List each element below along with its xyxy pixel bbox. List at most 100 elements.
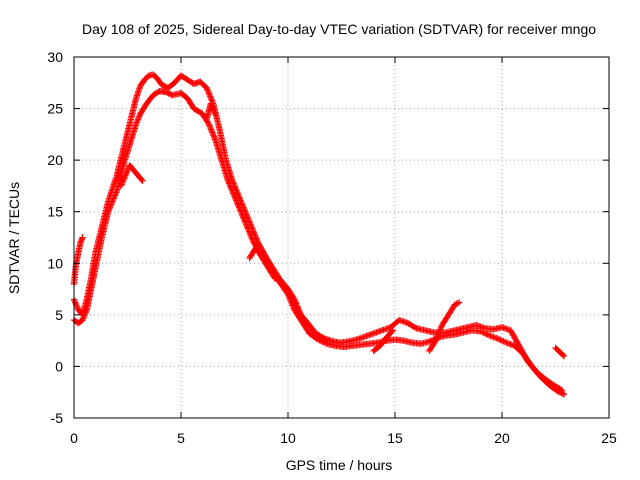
data-point: [138, 176, 145, 183]
data-point: [207, 126, 215, 133]
data-point: [240, 214, 247, 221]
x-tick-label: 25: [601, 430, 617, 446]
y-tick-label: 5: [55, 307, 63, 323]
data-point: [285, 292, 292, 299]
data-point: [560, 352, 568, 360]
data-point: [314, 336, 322, 343]
x-tick-label: 20: [494, 430, 510, 446]
data-point: [203, 84, 210, 92]
data-point: [206, 123, 214, 131]
data-point: [435, 329, 443, 336]
data-point: [478, 328, 486, 336]
data-point: [236, 205, 243, 213]
grid: [74, 57, 609, 418]
data-point: [118, 181, 125, 188]
data-point: [71, 297, 78, 305]
data-point: [239, 212, 246, 220]
data-point: [208, 103, 216, 110]
data-point: [230, 190, 237, 197]
data-point: [241, 216, 248, 224]
data-point: [233, 198, 241, 206]
data-point: [83, 307, 90, 315]
data-point: [120, 176, 127, 184]
data-point: [498, 337, 506, 344]
data-point: [244, 223, 251, 231]
data-point: [241, 218, 249, 225]
data-point: [243, 222, 250, 229]
data-point: [288, 299, 295, 306]
data-point: [80, 313, 87, 321]
data-point: [211, 134, 218, 142]
data-point: [290, 303, 297, 311]
data-point: [119, 179, 126, 187]
x-tick-label: 5: [177, 430, 185, 446]
data-point: [132, 120, 140, 128]
data-point: [245, 228, 253, 235]
data-point: [204, 86, 211, 93]
data-point: [248, 233, 255, 241]
data-points: [70, 71, 568, 398]
ticks: [73, 56, 610, 419]
data-point: [388, 328, 396, 335]
y-tick-label: 15: [47, 204, 63, 220]
y-tick-label: 10: [47, 255, 63, 271]
data-point: [560, 391, 568, 398]
data-point: [235, 202, 242, 210]
data-point: [242, 221, 250, 228]
data-point: [79, 316, 86, 324]
data-point: [247, 231, 254, 238]
data-point: [434, 333, 441, 340]
data-point: [106, 205, 113, 212]
data-point: [435, 330, 442, 337]
data-point: [225, 178, 232, 186]
data-point: [288, 300, 296, 308]
data-point: [123, 169, 130, 176]
data-point: [134, 116, 142, 123]
data-point: [133, 119, 140, 126]
data-point: [208, 101, 215, 109]
data-point: [73, 303, 81, 310]
data-point: [136, 112, 143, 119]
data-point: [209, 104, 216, 112]
data-point: [206, 91, 213, 99]
data-point: [207, 94, 214, 101]
data-point: [233, 197, 240, 204]
data-point: [559, 351, 567, 359]
data-point: [245, 226, 252, 234]
data-point: [226, 181, 234, 189]
y-tick-label: 20: [47, 152, 63, 168]
data-point: [206, 122, 213, 129]
data-point: [108, 201, 115, 208]
data-point: [135, 114, 142, 122]
data-point: [285, 293, 293, 301]
data-point: [234, 201, 242, 208]
data-point: [389, 327, 397, 334]
data-point: [105, 207, 113, 214]
data-point: [122, 170, 130, 178]
data-point: [234, 200, 241, 207]
data-point: [484, 331, 491, 338]
data-point: [247, 232, 255, 239]
data-point: [72, 299, 79, 306]
x-tick-label: 0: [70, 430, 78, 446]
data-point: [224, 177, 232, 184]
data-point: [81, 310, 89, 318]
data-point: [495, 336, 503, 343]
data-point: [284, 291, 292, 298]
plot-frame: [73, 56, 610, 419]
data-point: [320, 339, 327, 346]
data-point: [432, 337, 439, 344]
y-axis-label: SDTVAR / TECUs: [6, 182, 22, 294]
chart-title: Day 108 of 2025, Sidereal Day-to-day VTE…: [82, 21, 596, 37]
data-point: [111, 192, 119, 199]
data-point: [497, 336, 504, 344]
data-point: [477, 328, 484, 335]
data-point: [227, 183, 234, 190]
data-point: [426, 338, 433, 345]
data-point: [210, 107, 218, 114]
data-point: [559, 390, 566, 397]
data-point: [205, 88, 212, 96]
data-point: [211, 109, 218, 116]
data-point: [121, 173, 128, 181]
y-tick-label: 30: [47, 49, 63, 65]
